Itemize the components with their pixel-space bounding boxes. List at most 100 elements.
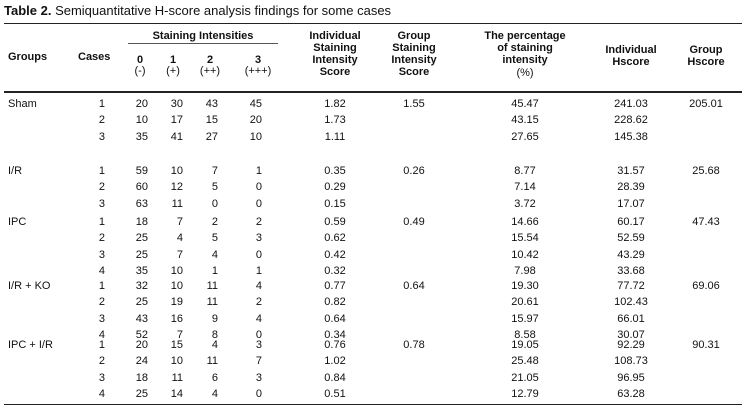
group-hscore: 47.43	[692, 216, 720, 228]
table-cell-i3: 1	[255, 165, 262, 177]
table-cell-i1: 17	[170, 114, 183, 126]
table-cell-indiv: 0.76	[324, 339, 346, 351]
table-cell-i0: 35	[135, 131, 148, 143]
group-hscore: 25.68	[692, 165, 720, 177]
table-cell-indiv: 0.35	[324, 165, 346, 177]
table-cell-case: 1	[98, 98, 105, 110]
group-name: I/R + KO	[8, 280, 51, 292]
table-cell-pct: 27.65	[511, 131, 539, 143]
table-cell-i0: 32	[135, 280, 148, 292]
table-cell-i1: 16	[170, 313, 183, 325]
table-cell-pct: 7.14	[514, 181, 536, 193]
staining-intensities-underline	[128, 43, 278, 44]
table-cell-i3: 4	[255, 313, 262, 325]
table-cell-indiv: 1.02	[324, 355, 346, 367]
table-cell-hscore: 31.57	[617, 165, 645, 177]
table-cell-i2: 6	[211, 372, 218, 384]
group-name: IPC + I/R	[8, 339, 53, 351]
table-cell-i0: 10	[135, 114, 148, 126]
intensity-2-header: 2 (++)	[199, 54, 221, 77]
table-cell-pct: 15.54	[511, 232, 539, 244]
table-cell-hscore: 66.01	[617, 313, 645, 325]
table-cell-i3: 10	[249, 131, 262, 143]
table-cell-case: 2	[98, 114, 105, 126]
table-cell-i0: 18	[135, 216, 148, 228]
table-cell-indiv: 0.32	[324, 265, 346, 277]
table-cell-i2: 11	[206, 355, 218, 367]
table-cell-hscore: 92.29	[617, 339, 645, 351]
table-cell-i3: 2	[255, 296, 262, 308]
table-cell-i0: 18	[135, 372, 148, 384]
header-cases: Cases	[78, 51, 111, 63]
table-cell-indiv: 1.82	[324, 98, 346, 110]
table-cell-pct: 45.47	[511, 98, 539, 110]
table-title: Semiquantitative H-score analysis findin…	[51, 3, 392, 18]
table-cell-pct: 12.79	[511, 388, 539, 400]
header-group-staining: Group Staining Intensity Score	[391, 30, 437, 78]
group-hscore: 90.31	[692, 339, 720, 351]
table-cell-case: 3	[98, 198, 105, 210]
header-rule	[4, 91, 742, 93]
table-cell-case: 2	[98, 232, 105, 244]
table-cell-case: 3	[98, 249, 105, 261]
table-cell-hscore: 63.28	[617, 388, 645, 400]
table-cell-i1: 14	[170, 388, 183, 400]
table-cell-i1: 30	[170, 98, 183, 110]
table-cell-i0: 25	[135, 388, 148, 400]
table-cell-hscore: 52.59	[617, 232, 645, 244]
table-cell-i1: 19	[170, 296, 183, 308]
table-cell-indiv: 1.11	[324, 131, 346, 143]
table-cell-case: 4	[98, 329, 105, 341]
table-cell-i3: 20	[249, 114, 262, 126]
group-staining-score: 0.26	[403, 165, 425, 177]
table-cell-indiv: 0.77	[324, 280, 346, 292]
table-cell-i2: 15	[205, 114, 218, 126]
table-cell-i0: 60	[135, 181, 148, 193]
table-cell-i3: 0	[255, 181, 262, 193]
table-cell-pct: 43.15	[511, 114, 539, 126]
table-cell-i3: 0	[255, 388, 262, 400]
group-hscore: 69.06	[692, 280, 720, 292]
group-name: IPC	[8, 216, 27, 228]
group-name: Sham	[8, 98, 37, 110]
table-cell-hscore: 30.07	[617, 329, 645, 341]
header-groups: Groups	[8, 51, 48, 63]
table-cell-hscore: 241.03	[614, 98, 648, 110]
table-cell-hscore: 33.68	[617, 265, 645, 277]
table-cell-i0: 25	[135, 296, 148, 308]
table-cell-case: 2	[98, 296, 105, 308]
table-cell-i1: 12	[170, 181, 183, 193]
table-cell-case: 2	[98, 355, 105, 367]
table-cell-i2: 2	[211, 216, 218, 228]
table-cell-pct: 25.48	[511, 355, 539, 367]
table-cell-i1: 11	[171, 372, 183, 384]
table-cell-pct: 21.05	[511, 372, 539, 384]
table-cell-i2: 7	[211, 165, 218, 177]
table-cell-i2: 5	[211, 181, 218, 193]
table-cell-i3: 4	[255, 280, 262, 292]
table-cell-i0: 20	[135, 339, 148, 351]
table-cell-i2: 4	[211, 249, 218, 261]
table-cell-hscore: 43.29	[617, 249, 645, 261]
header-staining-intensities: Staining Intensities	[152, 30, 254, 42]
table-cell-i3: 7	[255, 355, 262, 367]
table-cell-i1: 7	[176, 329, 183, 341]
table-cell-hscore: 102.43	[614, 296, 648, 308]
intensity-1-header: 1 (+)	[166, 54, 180, 77]
group-staining-score: 0.49	[403, 216, 425, 228]
table-cell-i2: 8	[211, 329, 218, 341]
table-cell-pct: 8.77	[514, 165, 536, 177]
table-cell-i1: 41	[170, 131, 183, 143]
table-cell-i0: 35	[135, 265, 148, 277]
table-cell-indiv: 0.64	[324, 313, 346, 325]
header-group-hscore: Group Hscore	[687, 44, 725, 68]
top-rule	[4, 23, 742, 24]
table-cell-i3: 1	[255, 265, 262, 277]
group-staining-score: 0.64	[403, 280, 425, 292]
intensity-3-header: 3 (+++)	[244, 54, 272, 77]
header-individual-staining: Individual Staining Intensity Score	[309, 30, 361, 78]
table-cell-case: 1	[98, 165, 105, 177]
table-cell-pct: 19.05	[511, 339, 539, 351]
table-cell-case: 3	[98, 313, 105, 325]
table-cell-pct: 8.58	[514, 329, 536, 341]
